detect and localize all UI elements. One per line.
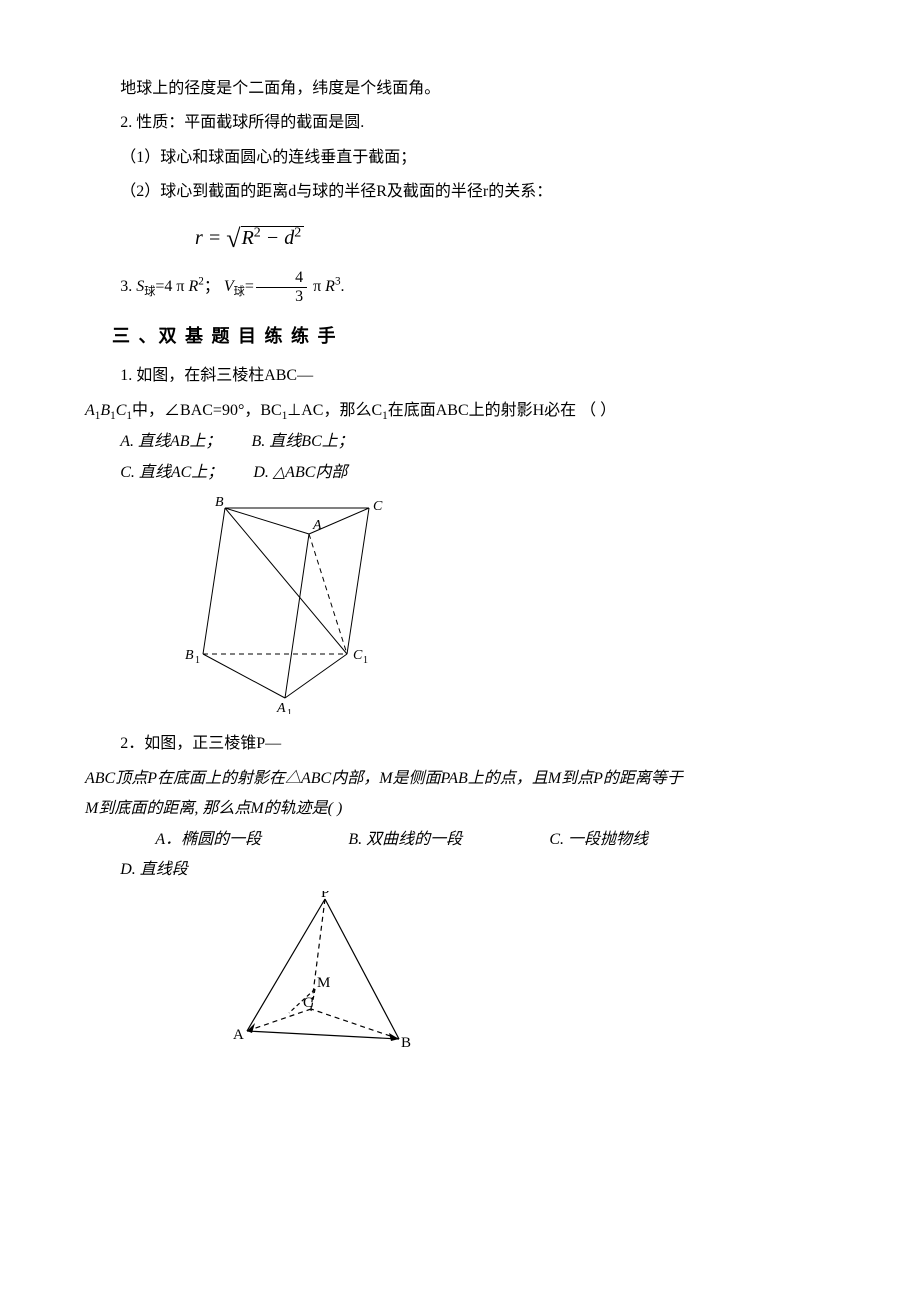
svg-text:B: B bbox=[185, 648, 194, 663]
formula-r-var: r bbox=[195, 227, 203, 249]
svg-text:B: B bbox=[215, 495, 224, 510]
section-3-title: 三 、双 基 题 目 练 练 手 bbox=[85, 319, 835, 353]
svg-text:1: 1 bbox=[363, 655, 368, 666]
pyramid-diagram: P A B C M bbox=[229, 891, 419, 1061]
q2-line2: ABC顶点P在底面上的射影在△ABC内部，M是侧面PAB上的点，且M到点P的距离… bbox=[85, 764, 835, 794]
svg-text:A: A bbox=[312, 518, 322, 533]
property-title: 2. 性质：平面截球所得的截面是圆. bbox=[85, 108, 835, 138]
radicand: R2 − d2 bbox=[241, 226, 305, 249]
svg-text:M: M bbox=[317, 975, 330, 991]
eq4piR2: =4 π bbox=[155, 278, 188, 295]
svg-text:B: B bbox=[401, 1035, 411, 1051]
q1-options-row2: C. 直线AC上； D. △ABC内部 bbox=[85, 458, 835, 488]
svg-text:1: 1 bbox=[195, 655, 200, 666]
separator: ； bbox=[204, 278, 224, 295]
formula-eq: = bbox=[203, 227, 227, 249]
q2-opt-d: D. 直线段 bbox=[85, 855, 188, 885]
q2-opt-a: A．椭圆的一段 bbox=[120, 825, 261, 855]
svg-text:A: A bbox=[276, 701, 286, 714]
V-symbol: V bbox=[224, 278, 234, 295]
surface-volume-line: 3. S球=4 π R2； V球=43 π R3. bbox=[85, 269, 835, 305]
property-item-1: （1）球心和球面圆心的连线垂直于截面； bbox=[85, 143, 835, 173]
svg-text:C: C bbox=[353, 648, 363, 663]
four-thirds-frac: 43 bbox=[256, 269, 307, 305]
q1-opt-a: A. 直线AB上； bbox=[120, 433, 221, 450]
q2-figure: P A B C M bbox=[229, 891, 835, 1072]
svg-text:C: C bbox=[373, 499, 383, 514]
intro-line-earth: 地球上的径度是个二面角，纬度是个线面角。 bbox=[85, 74, 835, 104]
q2-line3: M到底面的距离, 那么点M的轨迹是( ) bbox=[85, 794, 835, 824]
V-sub: 球 bbox=[234, 286, 245, 298]
svg-text:A: A bbox=[233, 1027, 244, 1043]
formula-r-sqrt: r = √R2 − d2 bbox=[195, 214, 835, 263]
q2-options: A．椭圆的一段 B. 双曲线的一段 C. 一段抛物线 D. 直线段 bbox=[85, 825, 835, 886]
prism-diagram: B C A B1 C1 A1 bbox=[173, 494, 398, 714]
svg-text:C: C bbox=[303, 995, 313, 1011]
svg-text:P: P bbox=[321, 891, 329, 901]
q1-opt-c: C. 直线AC上； bbox=[120, 464, 223, 481]
piR3: π bbox=[309, 278, 325, 295]
q1-opt-b: B. 直线BC上； bbox=[252, 433, 354, 450]
q1-line2: A1B1C1中，∠BAC=90°，BC1⊥AC，那么C1在底面ABC上的射影H必… bbox=[85, 396, 835, 427]
q2-opt-c: C. 一段抛物线 bbox=[514, 825, 648, 855]
eq2: = bbox=[245, 278, 254, 295]
svg-text:1: 1 bbox=[287, 708, 292, 714]
S-symbol: S bbox=[136, 278, 144, 295]
property-item-2: （2）球心到截面的距离d与球的半径R及截面的半径r的关系： bbox=[85, 177, 835, 207]
q1-opt-d: D. △ABC内部 bbox=[253, 464, 347, 481]
q2-opt-b: B. 双曲线的一段 bbox=[313, 825, 462, 855]
q1-options-row1: A. 直线AB上； B. 直线BC上； bbox=[85, 427, 835, 457]
q1-figure: B C A B1 C1 A1 bbox=[173, 494, 835, 725]
S-sub: 球 bbox=[144, 286, 155, 298]
q2-line1: 2．如图，正三棱锥P— bbox=[85, 729, 835, 759]
sec3-prefix: 3. bbox=[120, 278, 136, 295]
sqrt-expr: √R2 − d2 bbox=[226, 214, 304, 263]
q1-line1: 1. 如图，在斜三棱柱ABC— bbox=[85, 361, 835, 391]
sqrt-sign: √ bbox=[226, 224, 240, 253]
